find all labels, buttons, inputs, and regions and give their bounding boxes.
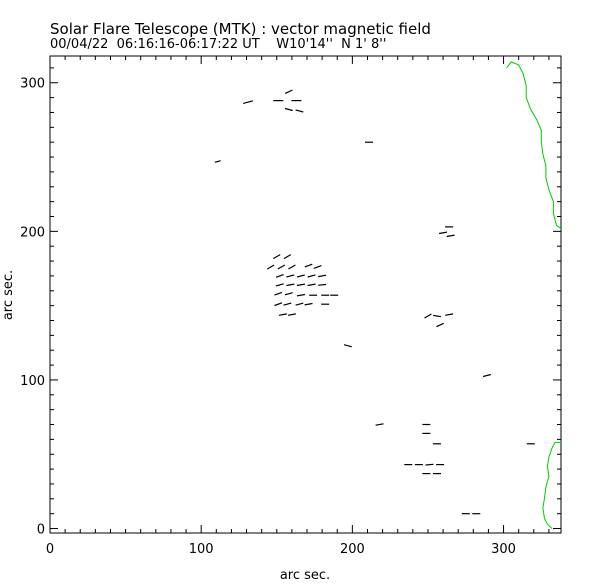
field-vector: [295, 109, 304, 113]
field-vector: [286, 283, 295, 287]
y-tick-label: 300: [20, 77, 45, 92]
solar-limb: [506, 61, 562, 529]
field-vector: [343, 344, 352, 348]
field-vector: [283, 254, 292, 260]
field-vector: [318, 274, 327, 278]
field-vector: [214, 160, 221, 163]
field-vector: [277, 264, 286, 270]
field-vector: [482, 373, 491, 378]
field-vector: [304, 302, 313, 306]
y-tick-label: 200: [20, 225, 45, 240]
field-vector: [307, 274, 316, 278]
field-vector: [284, 89, 293, 94]
axis-ticks: 0 100 200 300 0 100 200 300: [20, 56, 561, 557]
limb-lower-curve: [542, 441, 561, 529]
field-vector: [296, 274, 305, 278]
field-vector: [307, 283, 316, 287]
field-vector: [313, 265, 322, 269]
field-vector: [286, 274, 295, 278]
field-vector: [433, 314, 442, 318]
chart-title: Solar Flare Telescope (MTK) : vector mag…: [50, 20, 431, 38]
x-axis-label: arc sec.: [280, 568, 330, 583]
field-vector: [284, 292, 293, 296]
limb-upper-curve: [506, 61, 562, 229]
field-vector: [275, 274, 284, 278]
field-vector: [274, 291, 283, 296]
chart-subtitle: 00/04/22 06:16:16-06:17:22 UT W10'14'' N…: [50, 37, 387, 52]
field-vector: [375, 423, 384, 426]
field-vector: [278, 313, 287, 316]
field-vector: [243, 100, 254, 104]
field-vector: [296, 283, 306, 287]
field-vector: [445, 313, 454, 316]
field-vector: [295, 302, 304, 306]
x-tick-label: 300: [491, 542, 516, 557]
field-vector: [288, 264, 296, 270]
field-vector: [287, 313, 296, 316]
y-axis-label: arc sec.: [1, 270, 16, 320]
x-tick-label: 200: [340, 542, 365, 557]
plot-frame: [49, 55, 562, 534]
field-vector: [272, 254, 281, 260]
field-vector: [296, 293, 306, 297]
vector-field: [214, 89, 535, 515]
field-vector: [318, 283, 327, 286]
y-tick-label: 100: [20, 374, 45, 389]
x-tick-label: 100: [189, 542, 214, 557]
x-tick-label: 0: [46, 542, 54, 557]
field-vector: [425, 463, 434, 466]
field-vector: [424, 313, 432, 319]
field-vector: [274, 302, 283, 307]
field-vector: [436, 322, 444, 328]
field-vector: [446, 234, 455, 238]
field-vector: [304, 263, 313, 268]
field-vector: [275, 283, 284, 287]
y-tick-label: 0: [37, 523, 45, 538]
field-vector: [283, 302, 292, 306]
field-vector: [266, 264, 275, 270]
field-vector: [284, 107, 293, 112]
field-vector: [438, 231, 448, 235]
